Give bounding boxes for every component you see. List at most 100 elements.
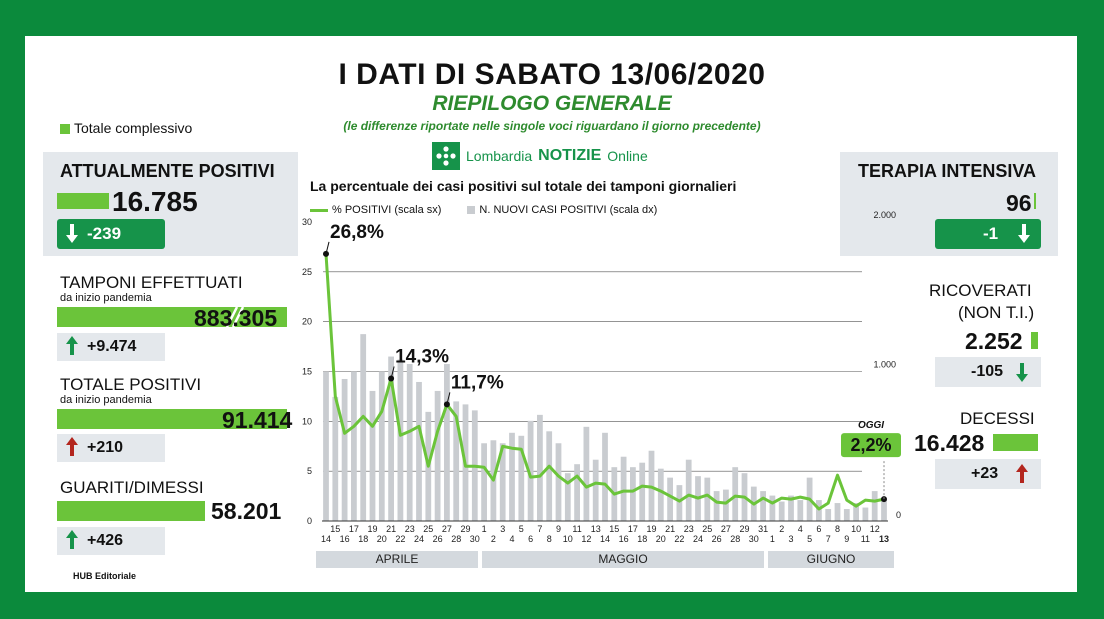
ti-delta-pill: -1: [935, 219, 1041, 249]
down-arrow-icon: [65, 221, 79, 255]
new-cases-bar: [444, 364, 450, 521]
down-arrow-icon: [1017, 221, 1031, 255]
x-tick-label: 29: [739, 524, 749, 534]
annotation-leader: [446, 392, 451, 405]
x-tick-label: 26: [712, 534, 722, 544]
x-tick-label: 28: [730, 534, 740, 544]
month-band-giugno: GIUGNO: [768, 551, 894, 568]
new-cases-bar: [583, 426, 590, 521]
guariti-value: 58.201: [211, 498, 282, 524]
x-tick-label: 25: [423, 524, 433, 534]
x-tick-label: 18: [358, 534, 368, 544]
tamponi-delta: +9.474: [87, 338, 137, 355]
decessi-delta-pill: +23: [935, 459, 1041, 489]
x-tick-label: 20: [377, 534, 387, 544]
x-tick-label: 11: [572, 524, 581, 534]
new-cases-bar: [769, 495, 776, 521]
tamponi-sub: da inizio pandemia: [60, 292, 152, 304]
y2-tick-label: 0: [896, 510, 901, 520]
x-tick-label: 7: [826, 534, 831, 544]
x-tick-label: 14: [600, 534, 610, 544]
x-tick-label: 13: [591, 524, 601, 534]
x-tick-label: 5: [807, 534, 812, 544]
legend-total: Totale complessivo: [60, 120, 192, 136]
today-badge-value: 2,2%: [850, 435, 891, 455]
x-tick-label: 25: [702, 524, 712, 534]
new-cases-bar: [351, 371, 357, 521]
annotation-leader: [390, 366, 395, 379]
ti-bar: [1034, 193, 1036, 209]
x-tick-label: 10: [563, 534, 573, 544]
new-cases-bar: [723, 489, 729, 521]
x-tick-label: 26: [433, 534, 443, 544]
positive-pct-line: [324, 253, 885, 511]
x-tick-label: 20: [656, 534, 666, 544]
ti-delta: -1: [983, 224, 999, 243]
down-arrow-icon: [1015, 360, 1029, 395]
new-cases-bar: [360, 334, 367, 521]
new-cases-bar: [602, 432, 608, 521]
page-subtitle: RIEPILOGO GENERALE: [432, 92, 672, 115]
x-tick-label: 8: [547, 534, 552, 544]
new-cases-bar: [760, 491, 766, 521]
guariti-label: GUARITI/DIMESSI: [60, 478, 204, 497]
y2-tick-label: 2.000: [873, 210, 896, 220]
chart-title: La percentuale dei casi positivi sul tot…: [310, 178, 737, 194]
x-tick-label: 6: [816, 524, 821, 534]
annotation-dot: [388, 375, 395, 382]
positivity-chart: 05101520253001.0002.00014151617181920212…: [302, 210, 901, 544]
annotation-label: 11,7%: [451, 372, 504, 393]
up-arrow-icon: [1015, 462, 1029, 497]
totale-label: TOTALE POSITIVI: [60, 375, 202, 394]
x-tick-label: 24: [414, 534, 424, 544]
decessi-value: 16.428: [914, 430, 985, 456]
new-cases-bar: [667, 477, 673, 521]
legend-new-cases: N. NUOVI CASI POSITIVI (scala dx): [479, 204, 658, 216]
y-tick-label: 20: [302, 317, 312, 327]
up-arrow-icon: [65, 528, 79, 562]
new-cases-bar: [453, 401, 460, 521]
month-band-aprile: APRILE: [316, 551, 478, 568]
new-cases-bar: [778, 501, 785, 521]
new-cases-bar: [862, 507, 869, 521]
y-tick-label: 25: [302, 267, 312, 277]
new-cases-bar: [537, 414, 543, 521]
new-cases-bar: [871, 491, 878, 521]
y-tick-label: 30: [302, 217, 312, 227]
decessi-label: DECESSI: [960, 409, 1035, 428]
today-badge: [841, 433, 901, 458]
positivi-label: ATTUALMENTE POSITIVI: [60, 161, 275, 181]
x-tick-label: 22: [674, 534, 684, 544]
y-tick-label: 10: [302, 416, 312, 426]
tamponi-label: TAMPONI EFFETTUATI: [60, 273, 243, 292]
new-cases-bar: [843, 509, 850, 521]
new-cases-bar: [713, 491, 720, 521]
x-tick-label: 7: [537, 524, 542, 534]
totale-bar: [57, 409, 287, 429]
x-tick-label: 11: [861, 534, 870, 544]
new-cases-bar: [527, 420, 534, 521]
today-badge-tag: OGGI: [858, 420, 884, 431]
legend-positive-pct: % POSITIVI (scala sx): [332, 204, 442, 216]
x-tick-label: 18: [637, 534, 647, 544]
x-tick-label: 15: [330, 524, 340, 534]
x-tick-label: 2: [491, 534, 496, 544]
tamponi-delta-pill: +9.474: [57, 333, 165, 361]
y2-tick-label: 1.000: [873, 360, 896, 370]
x-tick-label: 16: [340, 534, 350, 544]
new-cases-bar: [416, 381, 422, 521]
legend-total-label: Totale complessivo: [74, 120, 193, 136]
x-tick-label: 6: [528, 534, 533, 544]
totale-sub: da inizio pandemia: [60, 394, 152, 406]
new-cases-bar: [825, 509, 832, 521]
totale-delta: +210: [87, 439, 124, 456]
x-tick-label: 27: [442, 524, 452, 534]
brand-notizie: NOTIZIE: [538, 147, 602, 164]
x-tick-label: 16: [619, 534, 629, 544]
new-cases-bar: [834, 503, 841, 521]
totale-delta-pill: +210: [57, 434, 165, 462]
x-tick-label: 19: [367, 524, 377, 534]
x-tick-label: 1: [482, 524, 487, 534]
x-tick-label: 8: [835, 524, 840, 534]
x-tick-label: 23: [405, 524, 415, 534]
